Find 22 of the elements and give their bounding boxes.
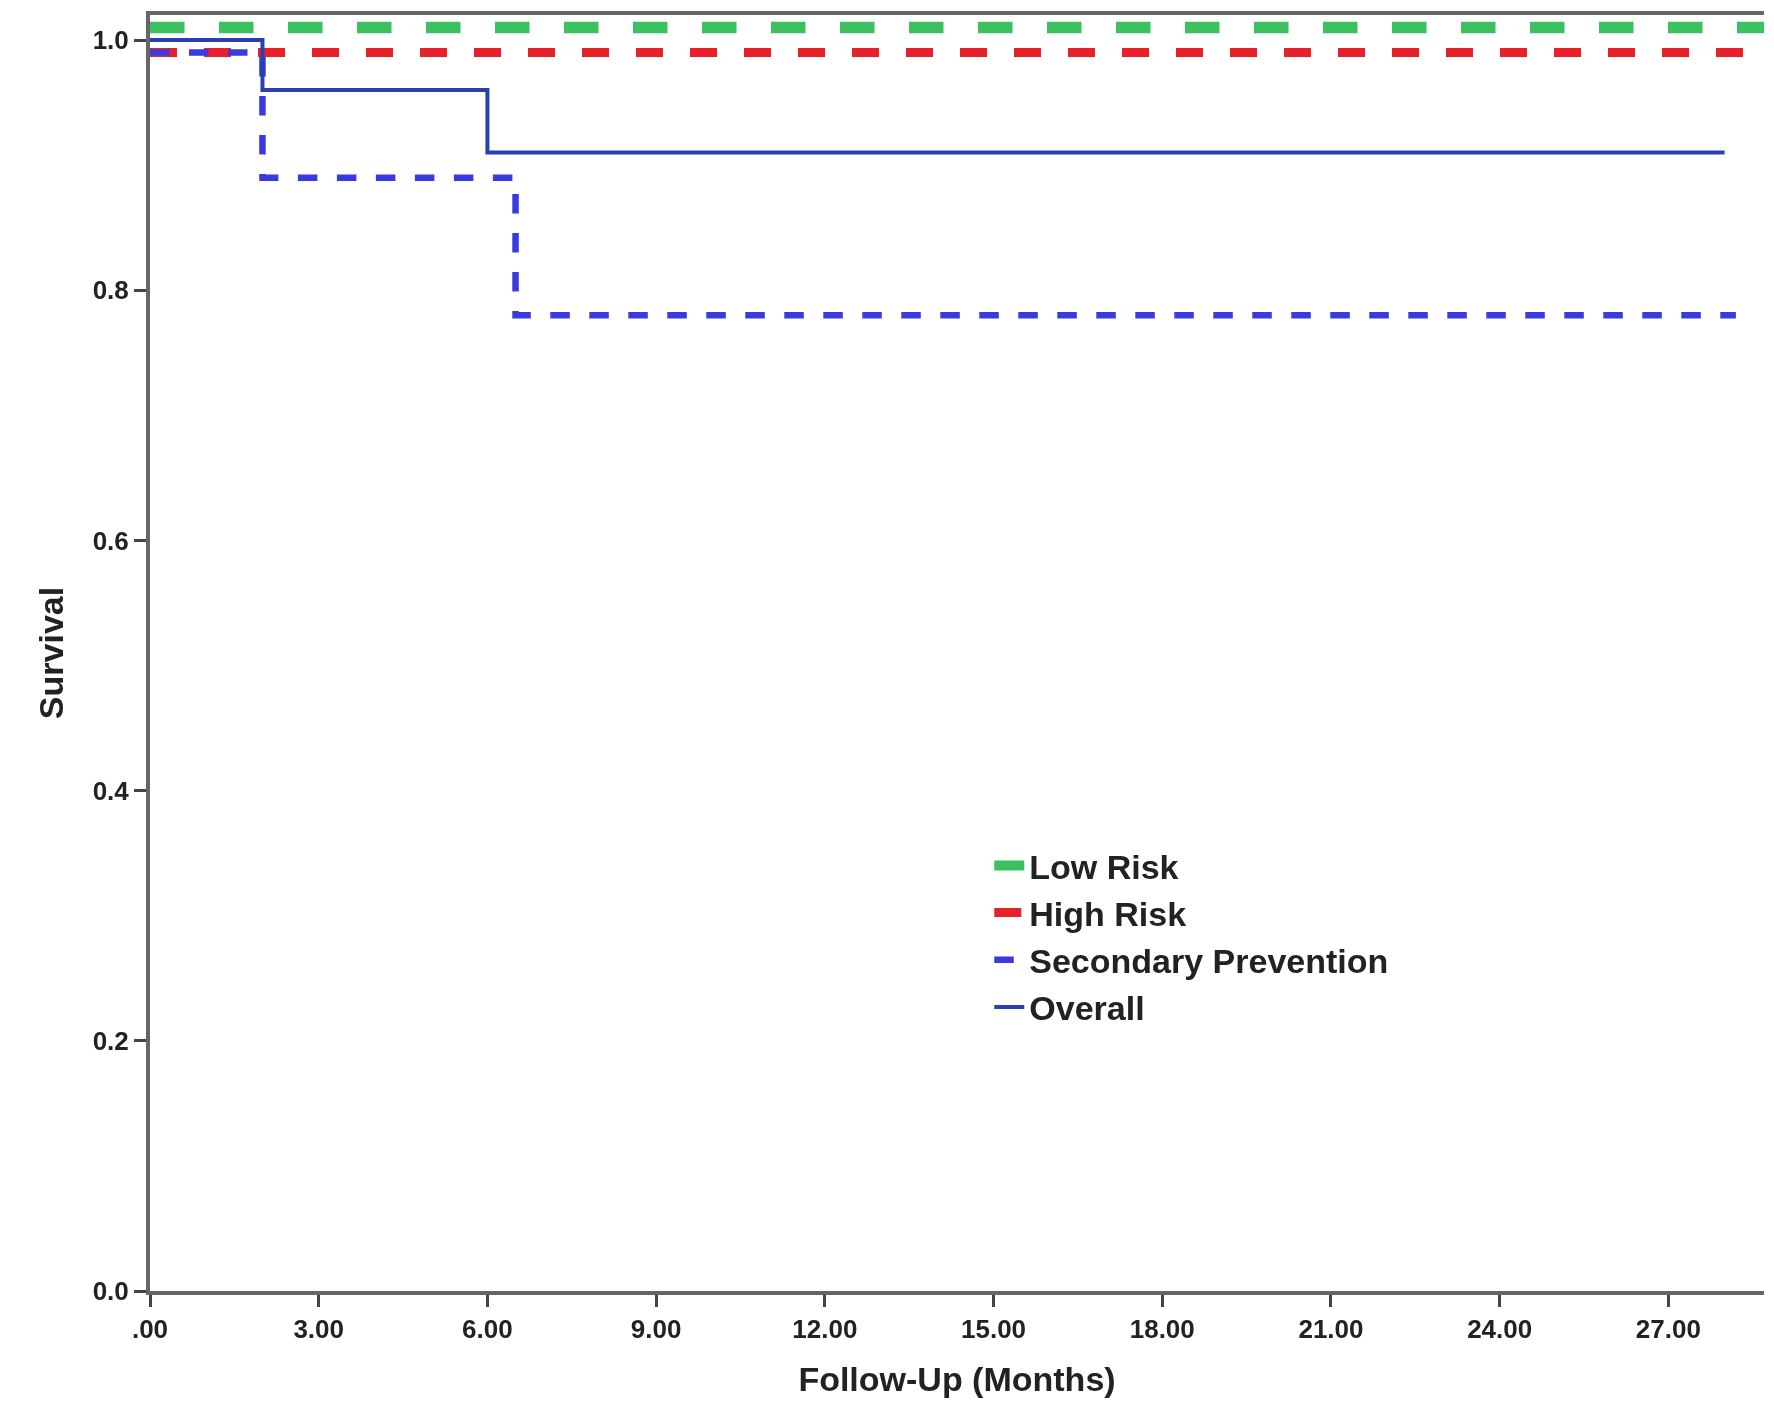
- y-axis-title: Survival: [31, 586, 70, 720]
- legend-label: Overall: [1029, 989, 1145, 1028]
- x-axis-title: Follow-Up (Months): [798, 1360, 1116, 1398]
- x-tick-label: .00: [131, 1314, 169, 1345]
- y-tick-label: 0.4: [92, 775, 130, 806]
- x-tick-label: 3.00: [293, 1314, 345, 1345]
- x-tick-label: 18.00: [1129, 1314, 1195, 1345]
- y-tick-label: 0.0: [92, 1276, 129, 1307]
- legend-label: High Risk: [1029, 894, 1187, 933]
- y-tick-label: 0.6: [92, 525, 129, 556]
- legend-label: Low Risk: [1029, 847, 1179, 886]
- x-tick-label: 27.00: [1635, 1314, 1701, 1345]
- x-tick-label: 6.00: [462, 1314, 513, 1345]
- legend-label: Secondary Prevention: [1029, 942, 1389, 981]
- x-tick-label: 21.00: [1298, 1314, 1364, 1345]
- x-tick-label: 24.00: [1467, 1314, 1533, 1345]
- y-tick-label: 1.0: [92, 25, 129, 56]
- x-tick-label: 9.00: [630, 1314, 682, 1345]
- x-tick-label: 15.00: [961, 1314, 1027, 1345]
- x-tick-label: 12.00: [792, 1314, 858, 1345]
- y-tick-label: 0.2: [92, 1025, 129, 1056]
- y-tick-label: 0.8: [92, 275, 129, 306]
